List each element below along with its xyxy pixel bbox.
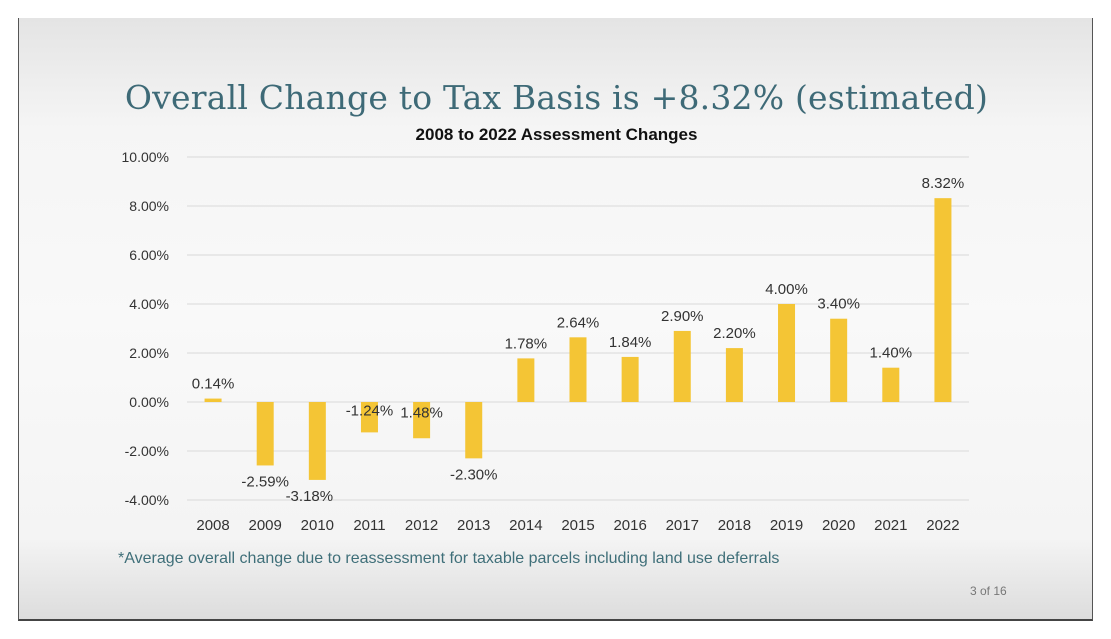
- data-label: -2.59%: [241, 473, 289, 490]
- bar-2016: [621, 356, 639, 402]
- bar-chart: 10.00% 8.00% 6.00% 4.00% 2.00% 0.00% -2.00% -4.…: [122, 149, 969, 534]
- x-tick-label: 2018: [718, 517, 751, 534]
- bar-2017: [673, 330, 691, 402]
- y-tick-label: 2.00%: [129, 345, 169, 361]
- slide: Overall Change to Tax Basis is +8.32% (e…: [18, 18, 1093, 621]
- x-tick-label: 2019: [770, 517, 803, 534]
- data-label: -2.30%: [450, 466, 498, 483]
- bar-2021: [882, 367, 900, 402]
- data-label: 2.20%: [713, 325, 756, 342]
- bar-2011: [360, 402, 378, 433]
- x-tick-label: 2017: [666, 517, 699, 534]
- x-tick-label: 2014: [509, 517, 542, 534]
- bar-2020: [830, 318, 848, 402]
- bar-2014: [517, 358, 535, 402]
- x-tick-label: 2009: [249, 517, 282, 534]
- bar-2015: [569, 337, 587, 402]
- data-label: 2.90%: [661, 308, 704, 325]
- bar-2013: [465, 402, 483, 459]
- x-tick-label: 2011: [353, 517, 385, 534]
- y-tick-label: 4.00%: [129, 296, 169, 312]
- bar-2019: [778, 304, 796, 402]
- x-tick-label: 2012: [405, 517, 438, 534]
- data-label: -3.18%: [286, 488, 334, 505]
- data-label: 1.78%: [505, 335, 548, 352]
- x-tick-label: 2020: [822, 517, 855, 534]
- data-label: 0.14%: [192, 376, 235, 393]
- bar-2012: [413, 402, 431, 439]
- data-label: 8.32%: [922, 175, 965, 192]
- x-tick-label: 2013: [457, 517, 490, 534]
- y-tick-label: 10.00%: [122, 149, 169, 165]
- bar-2009: [256, 402, 274, 466]
- bar-2018: [725, 348, 743, 402]
- bar-2022: [934, 198, 952, 402]
- data-label: 2.64%: [557, 314, 600, 331]
- data-label: 1.84%: [609, 334, 652, 351]
- footnote: *Average overall change due to reassessm…: [118, 550, 780, 567]
- chart-title: 2008 to 2022 Assessment Changes: [415, 125, 698, 144]
- x-tick-label: 2021: [874, 517, 907, 534]
- data-label: 3.40%: [817, 296, 860, 313]
- y-tick-label: -2.00%: [125, 443, 169, 459]
- data-label: 4.00%: [765, 281, 808, 298]
- y-tick-label: 0.00%: [129, 394, 169, 410]
- x-tick-label: 2022: [926, 517, 959, 534]
- y-tick-label: 8.00%: [129, 198, 169, 214]
- bar-2010: [308, 402, 326, 480]
- x-tick-label: 2008: [196, 517, 229, 534]
- x-tick-label: 2010: [301, 517, 334, 534]
- x-tick-label: 2016: [613, 517, 646, 534]
- bar-2008: [204, 398, 222, 402]
- page-number: 3 of 16: [970, 584, 1007, 598]
- slide-title: Overall Change to Tax Basis is +8.32% (e…: [124, 78, 989, 117]
- y-tick-label: -4.00%: [125, 492, 169, 508]
- x-tick-label: 2015: [561, 517, 594, 534]
- data-label: 1.40%: [870, 345, 913, 362]
- data-label: -1.24%: [346, 402, 394, 419]
- data-label: 1.48%: [400, 404, 443, 421]
- y-tick-label: 6.00%: [129, 247, 169, 263]
